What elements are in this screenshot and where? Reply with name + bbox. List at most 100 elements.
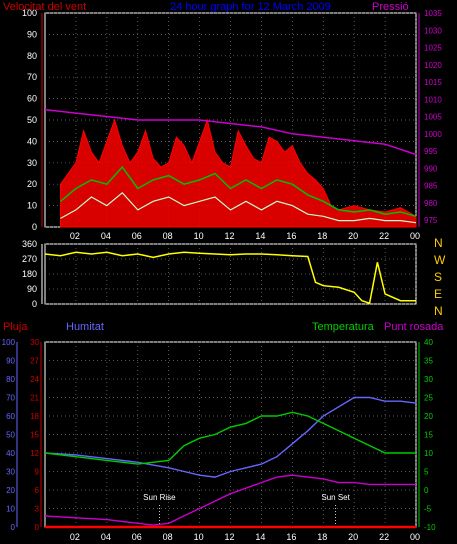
panel1-rtick-7: 1010 <box>424 95 442 104</box>
panel1-ytick-3: 30 <box>27 158 37 168</box>
panel1-rtick-10: 1025 <box>424 44 442 53</box>
dir-label-e: E <box>434 287 442 301</box>
panel2-ytick-3: 270 <box>22 254 37 264</box>
panel1-rtick-2: 985 <box>424 182 438 191</box>
panel1-ytick-5: 50 <box>27 115 37 125</box>
wind-direction-panel: 0 90 180 270 360 <box>22 239 417 309</box>
panel2-ytick-1: 90 <box>27 284 37 294</box>
panel3-ttick-4: 10 <box>424 449 433 458</box>
panel3-xtick-6: 14 <box>255 532 265 542</box>
panel3-ttick-7: 25 <box>424 394 433 403</box>
panel3-ttick-10: 40 <box>424 338 433 347</box>
temperature-label: Temperatura <box>312 321 375 333</box>
dewpoint-label: Punt rosada <box>384 321 444 333</box>
rain-label: Pluja <box>3 321 28 333</box>
panel1-rtick-12: 1035 <box>424 9 442 18</box>
dir-label-n2: N <box>434 304 443 318</box>
panel1-ytick-9: 90 <box>27 29 37 39</box>
panel1-rtick-1: 980 <box>424 199 438 208</box>
panel3-raintick-3: 9 <box>35 468 40 477</box>
panel3-htick-3: 30 <box>6 468 15 477</box>
panel1-rtick-8: 1015 <box>424 78 442 87</box>
panel3-xtick-5: 12 <box>225 532 235 542</box>
panel3-xtick-2: 06 <box>132 532 142 542</box>
panel3-xtick-0: 02 <box>70 532 80 542</box>
panel3-htick-6: 60 <box>6 412 15 421</box>
panel1-rtick-9: 1020 <box>424 61 442 70</box>
panel2-ytick-0: 0 <box>32 299 37 309</box>
annotation-label-1: Sun Set <box>321 493 350 502</box>
annotation-label-0: Sun Rise <box>143 493 176 502</box>
panel1-xtick-9: 20 <box>348 231 358 241</box>
series-temperatura <box>44 411 416 465</box>
panel3-htick-1: 10 <box>6 505 15 514</box>
panel3-xtick-4: 10 <box>194 532 204 542</box>
panel1-xtick-1: 04 <box>101 231 111 241</box>
series-humitat <box>44 396 417 478</box>
panel1-xtick-2: 06 <box>132 231 142 241</box>
panel1-rtick-3: 990 <box>424 164 438 173</box>
panel1-ytick-2: 20 <box>27 179 37 189</box>
panel3-xtick-9: 20 <box>348 532 358 542</box>
panel2-ytick-2: 180 <box>22 269 37 279</box>
panel2-ytick-4: 360 <box>22 239 37 249</box>
temp-humidity-panel: 0102030405060708090100036912151821242730… <box>2 338 436 542</box>
panel3-xtick-3: 08 <box>163 532 173 542</box>
panel3-raintick-4: 12 <box>30 449 39 458</box>
panel1-rtick-11: 1030 <box>424 26 442 35</box>
wind-pressure-panel: 0102030405060708090100975980985990995100… <box>22 8 442 241</box>
panel1-xtick-8: 18 <box>317 231 327 241</box>
series-avg-wind <box>60 165 417 218</box>
panel1-xtick-7: 16 <box>286 231 296 241</box>
panel1-rtick-5: 1000 <box>424 130 442 139</box>
panel3-htick-9: 90 <box>6 357 15 366</box>
series-wind-direction <box>44 251 416 305</box>
panel3-raintick-0: 0 <box>35 523 40 532</box>
panel3-ttick-0: -10 <box>424 523 436 532</box>
panel1-xtick-5: 12 <box>225 231 235 241</box>
panel3-raintick-8: 24 <box>30 375 39 384</box>
panel1-right-label: Pressió <box>372 1 409 13</box>
panel3-htick-0: 0 <box>11 523 16 532</box>
panel3-htick-10: 100 <box>2 338 16 347</box>
panel3-htick-7: 70 <box>6 394 15 403</box>
dir-label-n1: N <box>434 236 443 250</box>
panel3-xtick-11: 00 <box>410 532 420 542</box>
panel1-xtick-10: 22 <box>379 231 389 241</box>
panel3-raintick-9: 27 <box>30 357 39 366</box>
panel3-ttick-2: 0 <box>424 486 429 495</box>
panel1-ytick-10: 100 <box>22 8 37 18</box>
panel3-ttick-1: -5 <box>424 505 432 514</box>
panel3-htick-2: 20 <box>6 486 15 495</box>
series-wind-min <box>60 191 417 224</box>
panel1-ytick-1: 10 <box>27 201 37 211</box>
panel3-ttick-9: 35 <box>424 357 433 366</box>
panel3-ttick-5: 15 <box>424 431 433 440</box>
dir-label-w: W <box>434 253 446 267</box>
panel1-ytick-6: 60 <box>27 94 37 104</box>
panel3-ttick-8: 30 <box>424 375 433 384</box>
dir-label-s: S <box>434 270 442 284</box>
panel1-rtick-0: 975 <box>424 216 438 225</box>
panel1-xtick-3: 08 <box>163 231 173 241</box>
panel1-xtick-4: 10 <box>194 231 204 241</box>
panel3-xtick-8: 18 <box>317 532 327 542</box>
panel3-raintick-1: 3 <box>35 505 40 514</box>
panel3-htick-8: 80 <box>6 375 15 384</box>
panel1-xtick-6: 14 <box>255 231 265 241</box>
panel3-htick-5: 50 <box>6 431 15 440</box>
panel3-raintick-2: 6 <box>35 486 40 495</box>
panel3-xtick-1: 04 <box>101 532 111 542</box>
panel1-ytick-8: 80 <box>27 51 37 61</box>
panel3-raintick-10: 30 <box>30 338 39 347</box>
panel1-xtick-11: 00 <box>410 231 420 241</box>
panel3-xtick-7: 16 <box>286 532 296 542</box>
panel1-ytick-4: 40 <box>27 136 37 146</box>
panel1-rtick-6: 1005 <box>424 113 442 122</box>
panel1-left-label: Velocitat del vent <box>3 1 86 13</box>
panel3-htick-4: 40 <box>6 449 15 458</box>
panel1-ytick-7: 70 <box>27 72 37 82</box>
panel3-xtick-10: 22 <box>379 532 389 542</box>
chart-title: 24 hour graph for 12 March 2009 <box>170 1 331 13</box>
